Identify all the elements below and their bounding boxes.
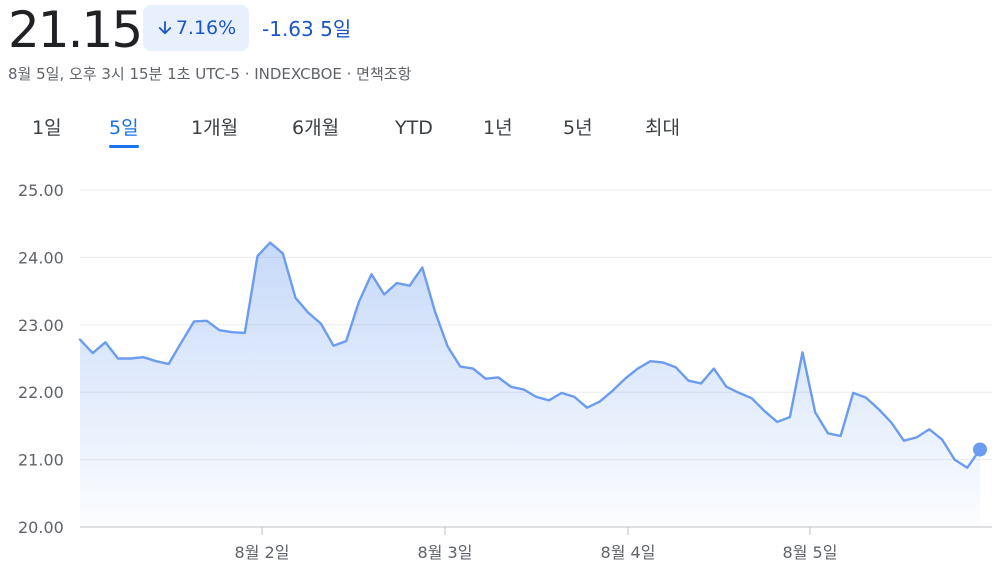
- tab-1y[interactable]: 1년: [483, 117, 513, 139]
- x-tick-label: 8월 3일: [418, 543, 473, 562]
- x-tick-label: 8월 4일: [601, 543, 656, 562]
- quote-meta: 8월 5일, 오후 3시 15분 1초 UTC-5 · INDEXCBOE · …: [8, 65, 412, 83]
- y-tick-label: 21.00: [18, 451, 64, 470]
- y-tick-label: 22.00: [18, 383, 64, 402]
- x-tick-label: 8월 2일: [235, 543, 290, 562]
- change-percent: 7.16%: [175, 17, 237, 39]
- tab-5y[interactable]: 5년: [563, 117, 593, 139]
- price-area-fill: [80, 242, 980, 527]
- y-tick-label: 20.00: [18, 518, 64, 537]
- absolute-change: -1.63 5일: [262, 13, 351, 42]
- last-price-marker: [973, 442, 987, 457]
- range-tabs: 1일 5일 1개월 6개월 YTD 1년 5년 최대: [0, 112, 996, 152]
- tab-1m[interactable]: 1개월: [191, 117, 239, 139]
- tab-1d[interactable]: 1일: [32, 117, 62, 139]
- price-chart[interactable]: 25.00 24.00 23.00 22.00 21.00 20.00 8월 2일 8월 3…: [0, 160, 996, 572]
- arrow-down-icon: [158, 21, 171, 35]
- tab-6m[interactable]: 6개월: [292, 117, 340, 139]
- y-tick-label: 24.00: [18, 248, 64, 267]
- current-price: 21.15: [8, 1, 143, 59]
- x-tick-label: 8월 5일: [783, 543, 838, 562]
- absolute-change-value: -1.63: [262, 17, 314, 41]
- change-percent-badge: 7.16%: [143, 5, 249, 51]
- y-tick-label: 23.00: [18, 316, 64, 335]
- y-tick-label: 25.00: [18, 181, 64, 200]
- price-line: [78, 241, 982, 469]
- tab-ytd[interactable]: YTD: [395, 117, 433, 139]
- tab-5d[interactable]: 5일: [109, 112, 139, 148]
- change-period: 5일: [320, 17, 352, 41]
- tab-max[interactable]: 최대: [645, 117, 680, 139]
